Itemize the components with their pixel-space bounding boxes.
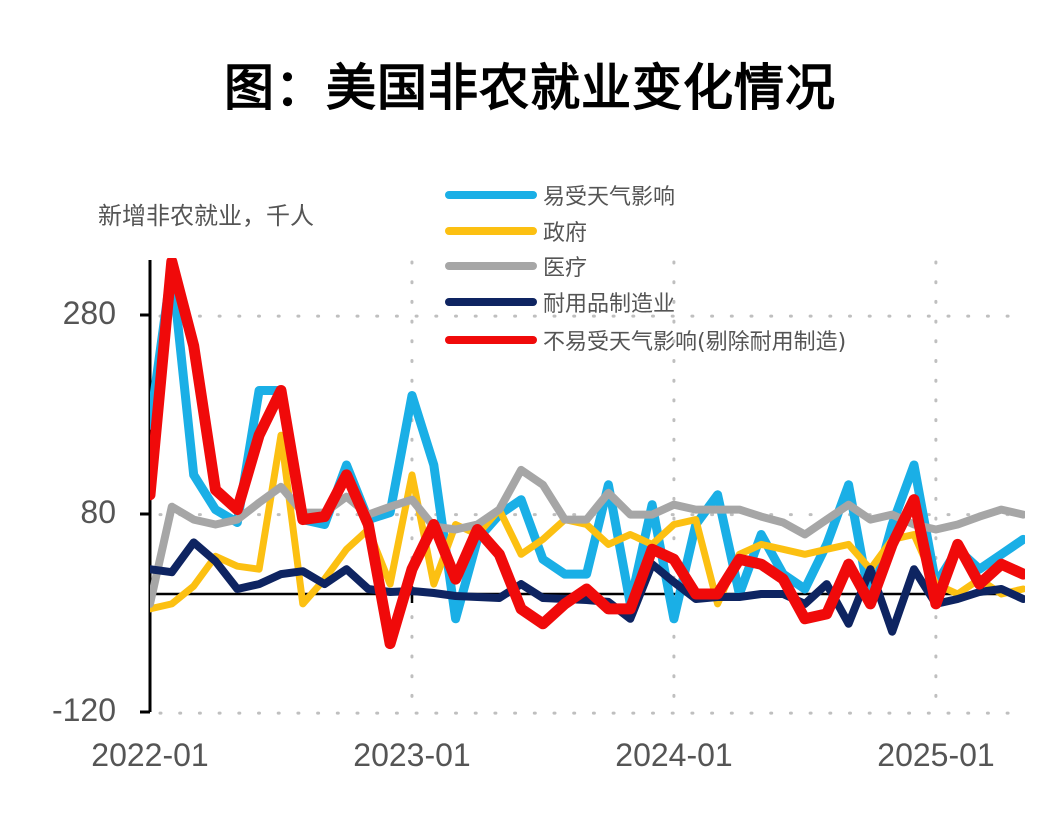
- y-tick-280: 280: [62, 295, 116, 331]
- legend-swatch: [445, 336, 537, 344]
- legend-swatch: [445, 262, 537, 270]
- series-non-weather-sensitive: [150, 258, 1025, 650]
- series-government: [150, 431, 1025, 613]
- x-tick-2023-01: 2023-01: [353, 737, 471, 773]
- legend-item-government: 政府: [445, 216, 587, 246]
- chart-title: 图：美国非农就业变化情况: [224, 59, 836, 117]
- legend-label: 耐用品制造业: [543, 292, 676, 317]
- legend-label: 政府: [543, 221, 588, 246]
- gridlines: [158, 260, 1024, 715]
- legend-item-durable-goods: 耐用品制造业: [445, 287, 675, 317]
- y-tick-minus-120: -120: [51, 692, 116, 728]
- legend-swatch: [445, 227, 537, 235]
- legend-swatch: [445, 191, 537, 199]
- y-axis-label: 新增非农就业，千人: [98, 202, 314, 230]
- legend-item-non-weather-sensitive: 不易受天气影响(剔除耐用制造): [445, 325, 846, 355]
- x-tick-2024-01: 2024-01: [615, 737, 733, 773]
- legend-swatch: [445, 298, 537, 306]
- x-tick-2022-01: 2022-01: [91, 737, 209, 773]
- legend-label: 医疗: [543, 256, 588, 281]
- legend-label: 不易受天气影响(剔除耐用制造): [543, 330, 847, 355]
- legend-item-weather-sensitive: 易受天气影响: [445, 180, 675, 210]
- y-tick-80: 80: [80, 494, 116, 530]
- series-lines: [150, 258, 1025, 650]
- x-tick-2025-01: 2025-01: [877, 737, 995, 773]
- legend-label: 易受天气影响: [543, 185, 676, 210]
- legend-item-healthcare: 医疗: [445, 251, 587, 281]
